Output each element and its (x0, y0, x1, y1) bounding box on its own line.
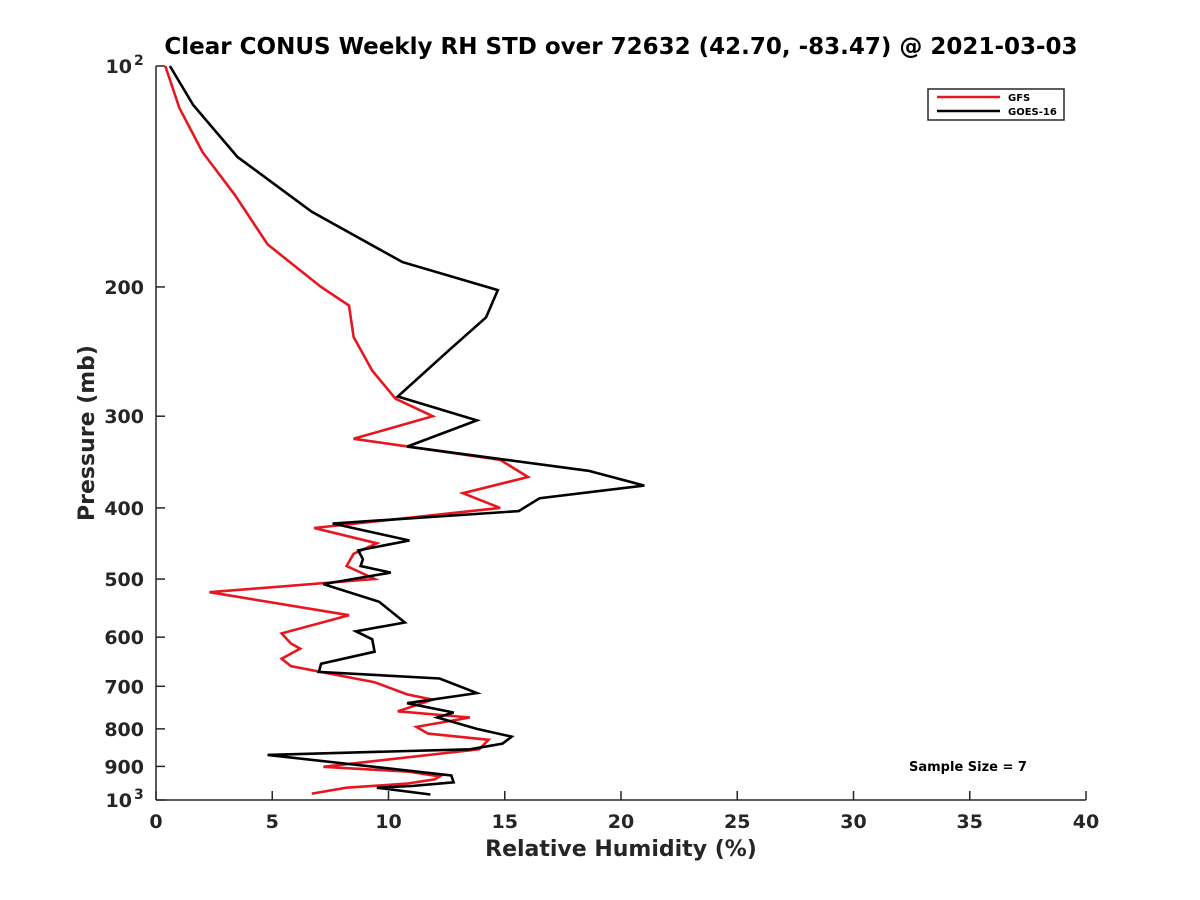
y-tick-label-base: 400 (104, 498, 144, 520)
y-tick-label: 10 (106, 56, 132, 78)
y-tick-label-base: 900 (104, 756, 144, 778)
x-axis-title: Relative Humidity (%) (485, 837, 757, 862)
x-tick-label: 15 (492, 811, 518, 833)
y-tick-label-base: 800 (104, 719, 144, 741)
x-tick-label: 20 (608, 811, 634, 833)
sample-size-annotation: Sample Size = 7 (909, 760, 1027, 775)
y-tick-label-base: 200 (104, 277, 144, 299)
legend-label-goes-16: GOES-16 (1008, 107, 1057, 118)
x-tick-label: 0 (149, 811, 162, 833)
plot-axes (155, 66, 1086, 801)
x-tick-label: 25 (724, 811, 750, 833)
y-tick-label-base: 700 (104, 676, 144, 698)
legend-box (927, 88, 1065, 121)
chart-title: Clear CONUS Weekly RH STD over 72632 (42… (164, 34, 1077, 60)
series-lines (164, 65, 645, 796)
legend-label-gfs: GFS (1008, 93, 1030, 104)
x-axis-ticks: 0 5 10 15 20 25 30 35 40 (149, 791, 1099, 833)
y-tick-label: 500 (104, 569, 144, 591)
y-tick-label-exponent: 2 (134, 53, 144, 69)
series-line-goes-16 (168, 65, 645, 796)
series-line-gfs (164, 65, 532, 795)
y-tick-label-base: 500 (104, 569, 144, 591)
y-tick-label-base: 300 (104, 406, 144, 428)
x-tick-label: 30 (840, 811, 866, 833)
x-tick-label: 5 (266, 811, 279, 833)
x-tick-label: 40 (1073, 811, 1099, 833)
y-tick-label: 700 (104, 676, 144, 698)
legend: GFS GOES-16 (927, 88, 1065, 121)
y-tick-label-exponent: 3 (134, 787, 144, 803)
y-tick-label: 200 (104, 277, 144, 299)
y-tick-label: 800 (104, 719, 144, 741)
y-axis-title: Pressure (mb) (75, 345, 100, 521)
y-tick-label-base: 10 (106, 56, 132, 78)
y-tick-label-base: 10 (106, 790, 132, 812)
x-tick-label: 35 (957, 811, 983, 833)
y-tick-label: 300 (104, 406, 144, 428)
y-tick-label-base: 600 (104, 627, 144, 649)
y-tick-label: 900 (104, 756, 144, 778)
y-tick-label: 10 (106, 790, 132, 812)
x-tick-label: 10 (375, 811, 401, 833)
y-tick-label: 400 (104, 498, 144, 520)
y-tick-label: 600 (104, 627, 144, 649)
